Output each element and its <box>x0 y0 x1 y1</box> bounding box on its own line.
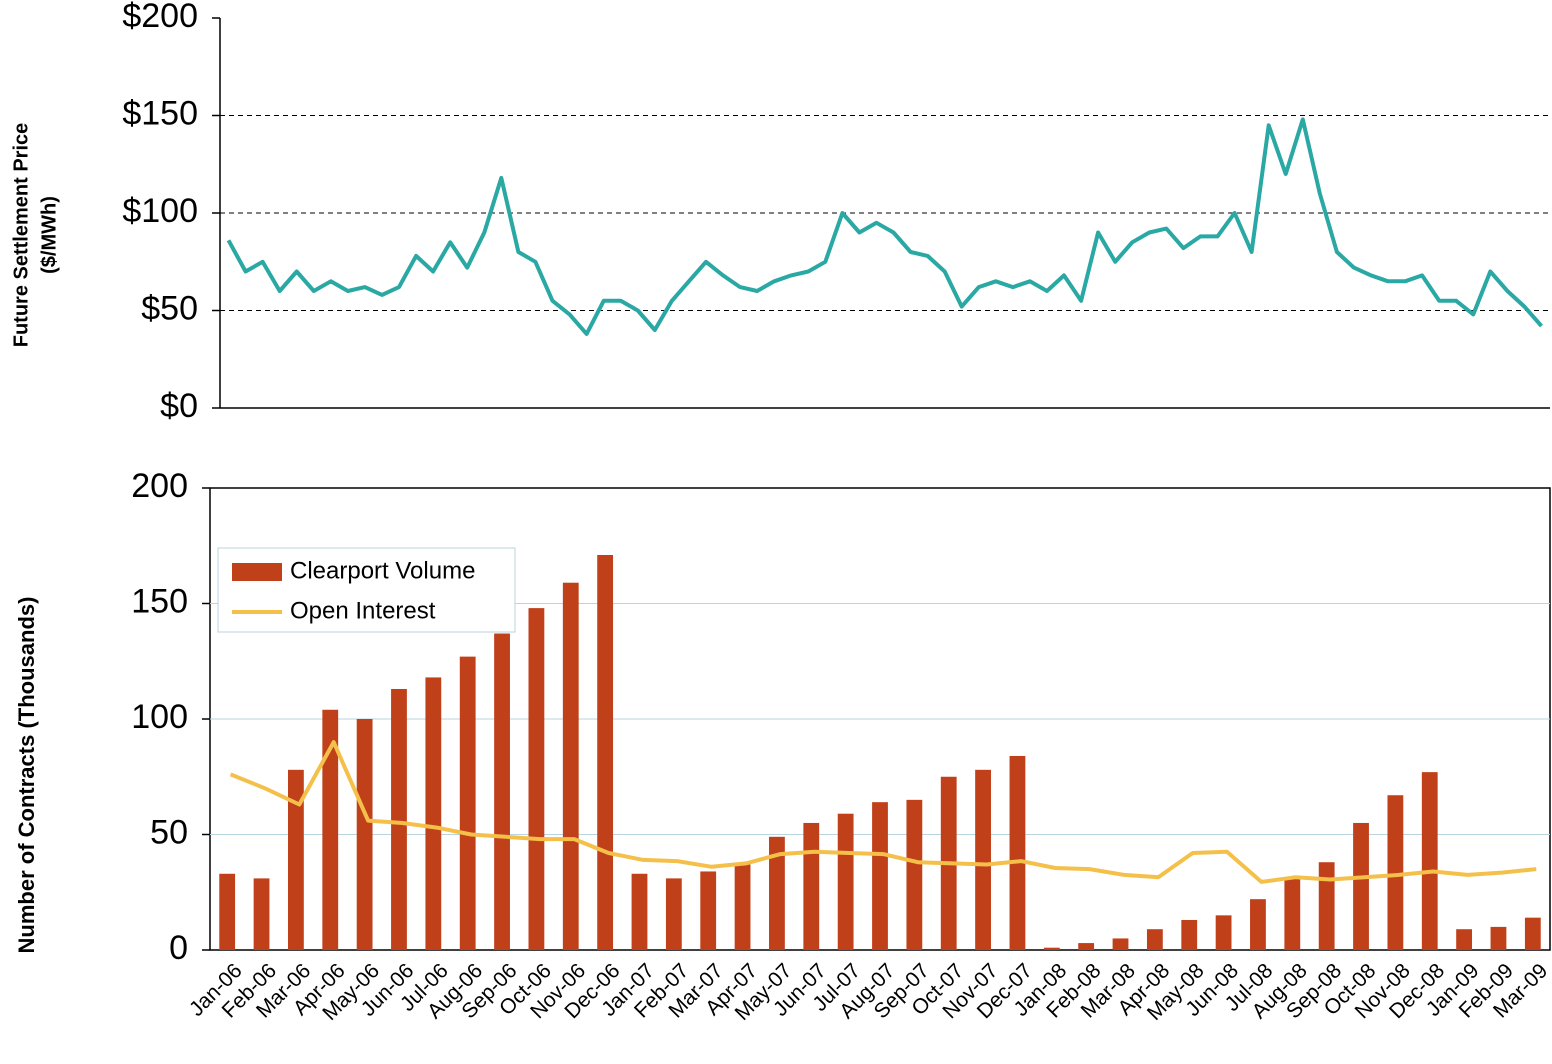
y-tick-label: 100 <box>131 698 188 736</box>
y-tick-label: $0 <box>160 387 198 425</box>
bar <box>1112 938 1129 950</box>
bar <box>597 554 614 950</box>
bar <box>1353 822 1369 950</box>
legend-label: Open Interest <box>290 597 436 624</box>
bar <box>562 582 579 950</box>
y-axis-label: Future Settlement Price <box>10 123 32 348</box>
price-line <box>226 117 1544 336</box>
legend-label: Clearport Volume <box>290 557 475 584</box>
y-tick-label: $100 <box>122 192 198 230</box>
bar <box>1215 915 1232 950</box>
bar <box>1181 919 1198 950</box>
bar <box>1078 943 1095 950</box>
y-tick-label: $50 <box>141 289 198 327</box>
y-tick-label: 200 <box>131 467 188 505</box>
bar <box>1146 929 1163 950</box>
bar <box>631 873 648 950</box>
bar <box>459 656 476 950</box>
legend: Clearport Volume Open Interest <box>217 547 516 633</box>
bar <box>803 822 820 950</box>
y-tick-label: 0 <box>169 929 188 967</box>
bar <box>356 719 373 950</box>
bar <box>322 709 339 950</box>
bar <box>1456 929 1473 950</box>
legend-swatch <box>232 563 282 581</box>
bar <box>1490 926 1507 950</box>
bar <box>219 873 236 950</box>
y-axis-label: ($/MWh) <box>38 196 60 274</box>
bar <box>287 769 304 950</box>
bar <box>665 878 682 950</box>
interest-line <box>229 740 1537 884</box>
y-tick-label: 50 <box>150 813 188 851</box>
bar <box>494 633 510 950</box>
bar <box>1421 772 1438 950</box>
bar <box>769 836 785 950</box>
bar <box>734 864 751 950</box>
bar <box>1387 795 1404 950</box>
bar <box>872 802 888 950</box>
bar <box>1250 899 1266 950</box>
bar <box>700 871 717 950</box>
bar <box>975 769 991 950</box>
bar <box>1524 917 1541 950</box>
bar <box>253 878 270 950</box>
bar <box>837 813 854 950</box>
y-tick-label: $200 <box>122 0 198 35</box>
bar <box>528 608 545 950</box>
bar <box>1284 878 1301 950</box>
y-tick-label: $150 <box>122 94 198 132</box>
y-tick-label: 150 <box>131 582 188 620</box>
bar <box>425 677 442 950</box>
bar <box>1009 755 1026 950</box>
legend-box <box>217 547 516 633</box>
bar <box>391 688 407 950</box>
bar <box>1318 862 1335 950</box>
bar <box>1043 947 1060 950</box>
y-axis-label: Number of Contracts (Thousands) <box>14 597 39 954</box>
bar <box>906 799 923 950</box>
